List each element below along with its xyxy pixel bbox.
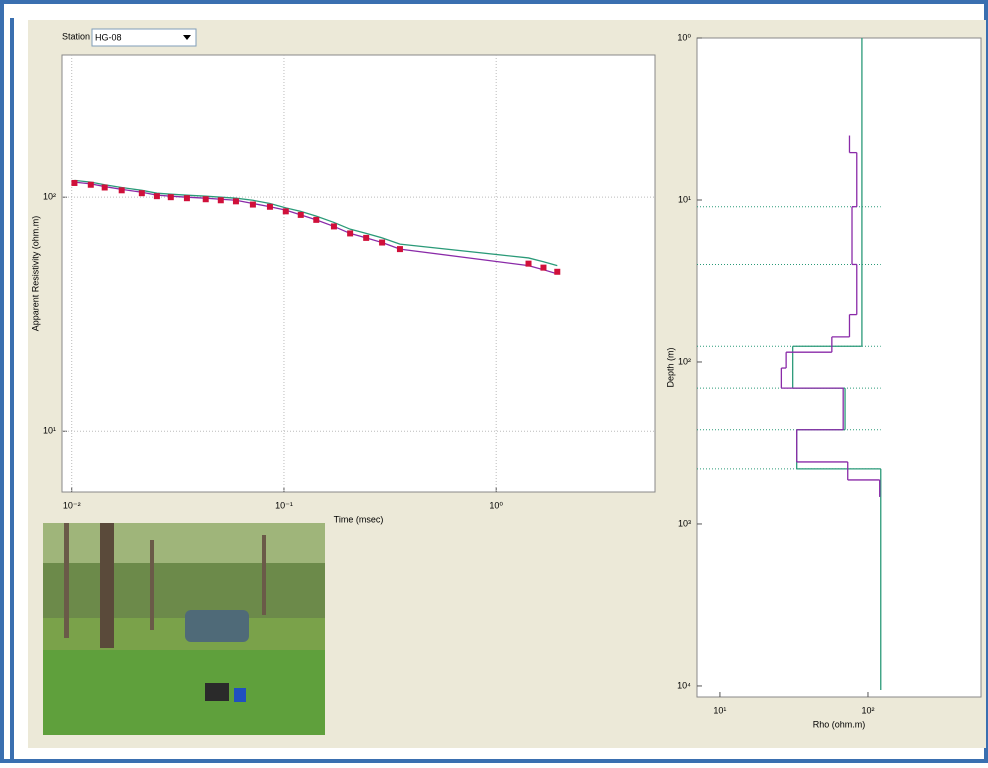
x-tick-label: 10⁻¹ <box>275 500 293 510</box>
x-tick-label: 10⁻² <box>63 500 81 510</box>
station-dropdown[interactable]: HG-08 <box>91 28 197 47</box>
photo-trunk <box>150 540 154 630</box>
dropdown-value[interactable]: HG-08 <box>95 32 122 42</box>
data-point <box>101 184 108 191</box>
site-photo <box>43 523 325 735</box>
data-point <box>202 196 209 203</box>
x-tick-label: 10¹ <box>713 705 726 715</box>
x-axis-label: Rho (ohm.m) <box>813 719 866 729</box>
data-point <box>396 246 403 253</box>
data-point <box>153 193 160 200</box>
data-point <box>167 194 174 201</box>
data-point <box>138 190 145 197</box>
left-bar <box>10 18 14 763</box>
data-point <box>118 187 125 194</box>
data-point <box>217 197 224 204</box>
data-point <box>266 203 273 210</box>
data-point <box>347 230 354 237</box>
photo-grass <box>43 650 325 735</box>
photo-trunk <box>64 523 69 638</box>
plot-area <box>696 37 982 698</box>
y-tick-label: 10² <box>43 192 56 202</box>
photo-trunk <box>100 523 114 648</box>
photo-car <box>185 610 249 642</box>
x-tick-label: 10² <box>861 705 874 715</box>
data-point <box>554 268 561 275</box>
y-tick-label: 10¹ <box>678 194 691 204</box>
data-point <box>379 239 386 246</box>
data-point <box>297 211 304 218</box>
y-axis-label: Depth (m) <box>665 347 675 387</box>
photo-bag <box>234 688 246 702</box>
series-line <box>74 179 558 267</box>
data-point <box>282 208 289 215</box>
photo-trunk <box>262 535 266 615</box>
data-point <box>249 201 256 208</box>
photo-sky <box>43 523 325 563</box>
y-tick-label: 10⁰ <box>677 32 691 42</box>
data-point <box>363 234 370 241</box>
data-point <box>330 223 337 230</box>
photo-instrument <box>205 683 229 701</box>
y-tick-label: 10³ <box>678 518 691 528</box>
y-tick-label: 10¹ <box>43 426 56 436</box>
dropdown-box[interactable] <box>91 28 197 47</box>
data-point <box>232 198 239 205</box>
x-axis-label: Time (msec) <box>334 514 384 524</box>
data-point <box>71 179 78 186</box>
data-point <box>525 260 532 267</box>
data-point <box>87 181 94 188</box>
data-point <box>313 216 320 223</box>
y-tick-label: 10⁴ <box>677 680 691 690</box>
data-point <box>183 195 190 202</box>
y-axis-label: Apparent Resistivity (ohm.m) <box>30 216 40 332</box>
dropdown-arrow[interactable] <box>183 35 191 40</box>
plot-area <box>61 54 656 493</box>
data-point <box>540 264 547 271</box>
y-tick-label: 10² <box>678 356 691 366</box>
x-tick-label: 10⁰ <box>489 500 503 510</box>
station-label: Station <box>62 31 90 41</box>
